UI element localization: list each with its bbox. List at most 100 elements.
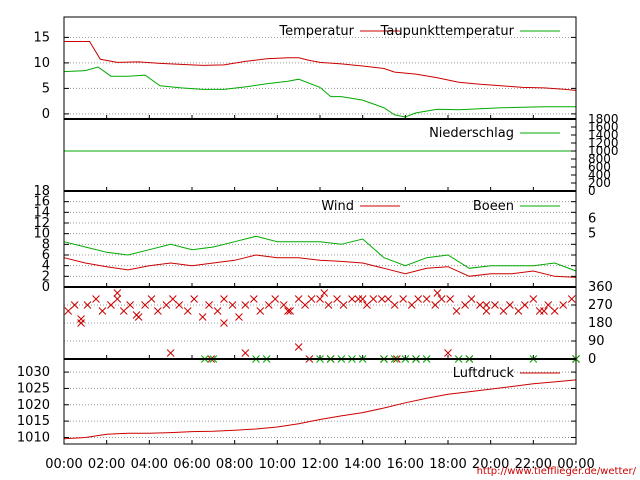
point-wind_direction-0-55 bbox=[467, 295, 476, 303]
point-wind_direction-0-30 bbox=[279, 301, 288, 309]
ytick-label-precipitation-7: 1400 bbox=[588, 128, 619, 142]
ytick-label-wind_direction-1: 90 bbox=[588, 334, 605, 349]
ytick-label-wind-2: 4 bbox=[42, 259, 50, 274]
point-wind_direction-0-49 bbox=[422, 295, 431, 303]
legend-label-pressure-0: Luftdruck bbox=[453, 366, 515, 381]
point-wind_direction-0-24 bbox=[235, 313, 243, 321]
point-wind_direction-0-2 bbox=[77, 315, 85, 323]
xtick-label-6: 12:00 bbox=[301, 457, 338, 472]
point-wind_direction-0-59 bbox=[499, 307, 508, 315]
ytick-label-precipitation-4: 800 bbox=[588, 152, 611, 166]
point-wind_direction-0-56 bbox=[476, 301, 484, 309]
legend-label-temperature-1: Taupunkttemperatur bbox=[380, 24, 515, 39]
point-wind_direction-0-22 bbox=[220, 295, 228, 303]
point-wind_direction-0-50 bbox=[431, 301, 440, 309]
ytick-label-precipitation-5: 1000 bbox=[588, 144, 619, 158]
xtick-label-4: 08:00 bbox=[216, 457, 253, 472]
ytick-label-wind-5: 10 bbox=[33, 227, 50, 242]
point-wind_direction-0-13 bbox=[154, 307, 162, 315]
ytick-label-temperature-3: 15 bbox=[33, 30, 50, 45]
point-wind_direction-0-18 bbox=[190, 295, 198, 303]
point-wind_direction-0-63 bbox=[529, 295, 538, 303]
point-wind_direction-0-43 bbox=[378, 295, 386, 303]
xtick-label-0: 00:00 bbox=[45, 457, 82, 472]
point-wind_direction-0-37 bbox=[333, 295, 341, 303]
point-wind_direction-0-8 bbox=[119, 307, 128, 315]
point-wind_direction-0-26 bbox=[250, 295, 258, 303]
point-wind_direction-0-84 bbox=[220, 319, 228, 327]
ytick-label-pressure-4: 1030 bbox=[17, 365, 50, 380]
point-wind_direction-0-11 bbox=[141, 301, 149, 309]
point-wind_direction-0-0 bbox=[64, 307, 73, 315]
point-wind_direction-0-86 bbox=[320, 289, 329, 297]
point-wind_direction-0-47 bbox=[407, 301, 416, 309]
ytick-label-wind_direction-4: 360 bbox=[588, 280, 613, 295]
ytick-label-wind_direction-2: 180 bbox=[588, 316, 613, 331]
point-wind_direction-0-34 bbox=[307, 295, 316, 303]
series-line-temperature-1 bbox=[63, 66, 576, 118]
ytick-label-precipitation-8: 1600 bbox=[588, 120, 619, 134]
point-wind_direction-0-3 bbox=[83, 301, 92, 309]
point-wind_direction-0-31 bbox=[286, 307, 294, 315]
ytick-label-temperature-1: 5 bbox=[42, 81, 50, 96]
point-wind_direction-0-9 bbox=[126, 301, 134, 309]
series-line-wind-1 bbox=[63, 235, 577, 272]
point-wind_direction-0-69 bbox=[113, 289, 122, 297]
point-wind_direction-0-5 bbox=[98, 307, 107, 315]
point-wind_direction-0-32 bbox=[294, 295, 303, 303]
ytick-label-wind-0: 0 bbox=[42, 280, 50, 295]
legend-label-precipitation-0: Niederschlag bbox=[429, 126, 514, 141]
point-wind_direction-0-79 bbox=[444, 349, 452, 357]
ytick-label-wind-1: 2 bbox=[42, 269, 50, 284]
point-wind_direction-0-35 bbox=[316, 295, 324, 303]
point-wind_direction-0-23 bbox=[228, 301, 237, 309]
point-wind_direction-0-1 bbox=[70, 301, 79, 309]
ytick-label-pressure-0: 1010 bbox=[17, 430, 50, 445]
point-wind_direction-0-87 bbox=[358, 295, 367, 303]
ytick-label-pressure-2: 1020 bbox=[17, 398, 50, 413]
ytick-label-precipitation-1: 200 bbox=[588, 176, 611, 190]
point-wind_direction-0-82 bbox=[77, 319, 85, 327]
point-wind_direction-0-42 bbox=[369, 295, 378, 303]
xtick-label-10: 20:00 bbox=[472, 457, 509, 472]
ytick-right-label-wind-0: 6 bbox=[588, 212, 596, 227]
ytick-label-precipitation-9: 1800 bbox=[588, 112, 619, 126]
point-wind_direction-0-58 bbox=[491, 301, 499, 309]
ytick-label-pressure-1: 1015 bbox=[17, 414, 50, 429]
ytick-label-pressure-3: 1025 bbox=[17, 381, 50, 396]
ytick-label-temperature-0: 0 bbox=[42, 107, 50, 122]
series-line-temperature-0 bbox=[64, 41, 577, 91]
point-wind_direction-0-25 bbox=[241, 301, 250, 309]
point-wind_direction-0-48 bbox=[414, 295, 422, 303]
point-wind_direction-0-89 bbox=[482, 301, 491, 309]
point-wind_direction-0-68 bbox=[567, 295, 576, 303]
point-wind_direction-0-72 bbox=[241, 349, 250, 357]
legend-label-temperature-0: Temperatur bbox=[278, 24, 354, 39]
ytick-label-precipitation-2: 400 bbox=[588, 168, 611, 182]
xtick-label-3: 06:00 bbox=[173, 457, 210, 472]
point-wind_direction-0-6 bbox=[107, 301, 115, 309]
point-wind_direction-0-62 bbox=[520, 301, 529, 309]
point-wind_direction-0-38 bbox=[339, 301, 348, 309]
ytick-label-wind-6: 12 bbox=[33, 216, 50, 231]
point-wind_direction-0-54 bbox=[461, 301, 469, 309]
point-wind_direction-0-52 bbox=[446, 295, 454, 303]
point-wind_direction-0-57 bbox=[482, 307, 491, 315]
point-wind_direction-0-28 bbox=[264, 301, 273, 309]
point-wind_direction-0-85 bbox=[284, 307, 292, 315]
point-wind_direction-0-88 bbox=[433, 289, 442, 297]
credit-url: http://www.tiefflieger.de/wetter/ bbox=[477, 466, 637, 477]
ytick-label-precipitation-0: 0 bbox=[588, 184, 596, 198]
point-wind_direction-0-53 bbox=[452, 307, 461, 315]
point-wind_direction-0-45 bbox=[390, 301, 399, 309]
ytick-label-temperature-2: 10 bbox=[33, 56, 50, 71]
series-layer bbox=[63, 41, 580, 440]
point-wind_direction-0-39 bbox=[348, 295, 356, 303]
xtick-label-8: 16:00 bbox=[387, 457, 424, 472]
point-wind_direction-0-66 bbox=[550, 307, 559, 315]
ytick-label-precipitation-3: 600 bbox=[588, 160, 611, 174]
legend-label-wind-1: Boeen bbox=[473, 199, 514, 214]
xtick-label-11: 22:00 bbox=[515, 457, 552, 472]
